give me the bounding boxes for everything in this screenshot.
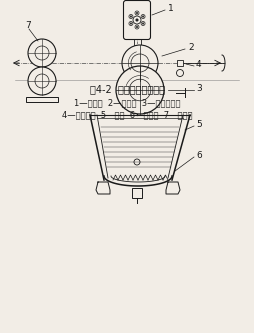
Circle shape [122, 45, 158, 81]
Text: 2: 2 [188, 43, 194, 52]
Text: 7: 7 [25, 21, 31, 30]
Bar [26, 97, 58, 102]
Text: 图4-2  松式绳洗机示意图: 图4-2 松式绳洗机示意图 [89, 84, 165, 94]
Circle shape [142, 16, 144, 17]
Text: 5: 5 [196, 120, 202, 129]
Circle shape [130, 16, 132, 17]
Circle shape [28, 67, 56, 95]
FancyBboxPatch shape [123, 1, 151, 40]
Circle shape [28, 39, 56, 67]
Circle shape [130, 23, 132, 24]
Circle shape [136, 19, 138, 21]
Text: 6: 6 [196, 151, 202, 160]
Circle shape [142, 23, 144, 24]
Bar [132, 188, 142, 198]
Bar [177, 60, 183, 66]
Text: 4: 4 [196, 60, 202, 69]
Text: 3: 3 [196, 84, 202, 93]
Circle shape [136, 12, 138, 14]
Text: 1—六角盘  2—上轧辊  3—主动下轧辊: 1—六角盘 2—上轧辊 3—主动下轧辊 [74, 99, 180, 108]
Circle shape [116, 66, 164, 114]
Text: 4—进布瓷圈  5—轧槽  6—放水塞  7—小轧车: 4—进布瓷圈 5—轧槽 6—放水塞 7—小轧车 [62, 111, 192, 120]
Circle shape [136, 26, 138, 28]
Text: 1: 1 [168, 4, 174, 13]
